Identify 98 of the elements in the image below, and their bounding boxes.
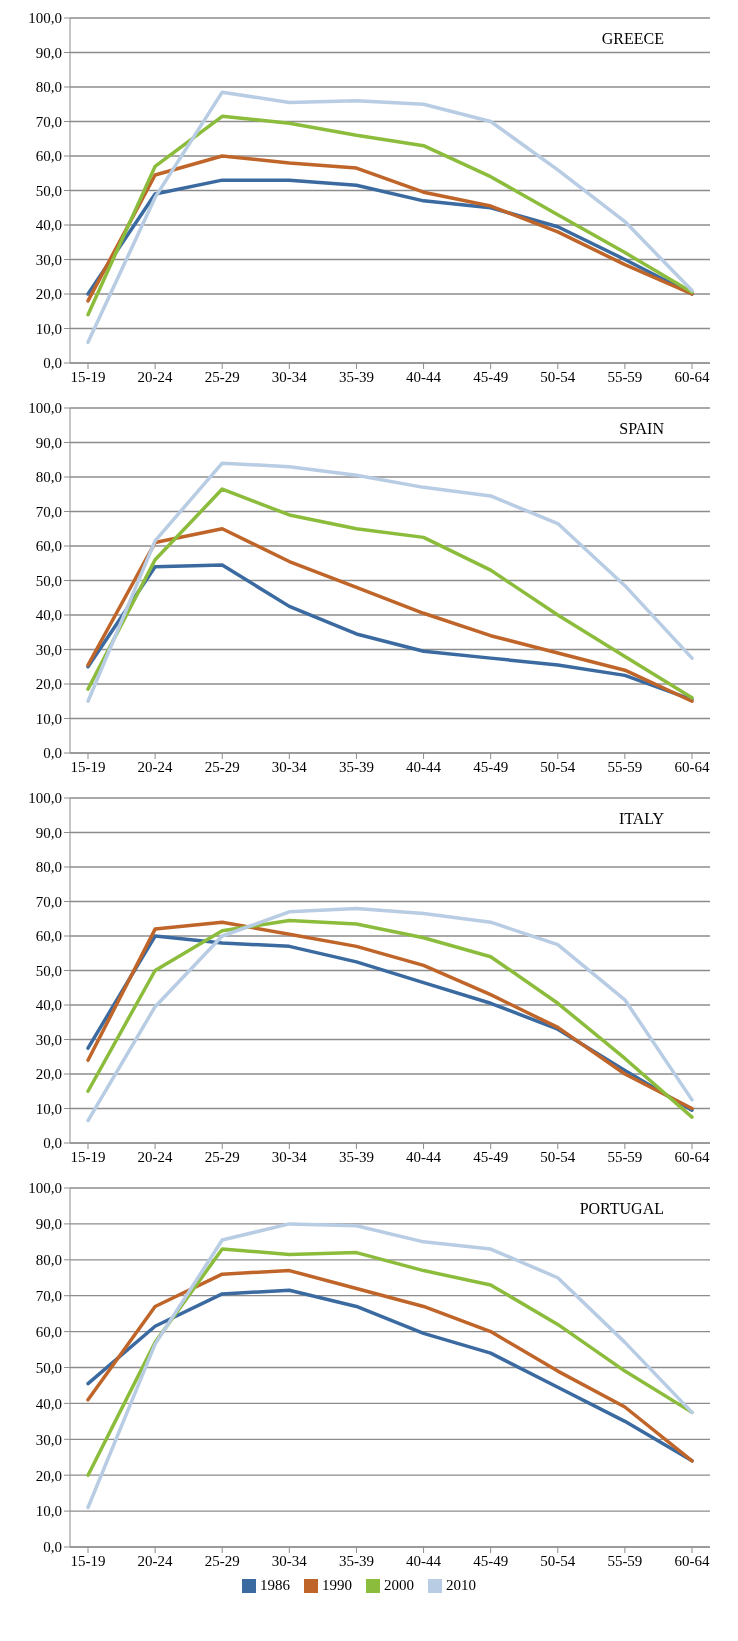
x-tick-label: 60-64 (674, 758, 710, 775)
y-tick-label: 90,0 (35, 824, 62, 841)
line-series (86, 1247, 694, 1477)
x-tick-label: 20-24 (137, 1148, 174, 1165)
x-tick-label: 15-19 (70, 1552, 106, 1569)
x-tick-label: 45-49 (473, 758, 509, 775)
y-tick-label: 0,0 (43, 1135, 62, 1152)
x-tick-label: 60-64 (674, 1148, 710, 1165)
y-tick-label: 90,0 (35, 434, 62, 451)
x-tick-label: 25-29 (204, 1148, 240, 1165)
y-tick-label: 100,0 (28, 400, 62, 417)
x-tick-label: 25-29 (204, 758, 240, 775)
x-tick-label: 60-64 (674, 368, 710, 385)
y-tick-label: 0,0 (43, 355, 62, 372)
y-tick-label: 70,0 (35, 1288, 62, 1305)
y-tick-label: 30,0 (35, 1031, 62, 1048)
x-tick-label: 45-49 (473, 368, 509, 385)
x-tick-label: 40-44 (406, 1148, 442, 1165)
x-tick-label: 20-24 (137, 758, 174, 775)
x-tick-label: 15-19 (70, 368, 106, 385)
y-tick-label: 40,0 (35, 217, 62, 234)
line-series (86, 154, 694, 303)
x-tick-label: 30-34 (271, 758, 308, 775)
y-tick-label: 30,0 (35, 251, 62, 268)
x-tick-label: 50-54 (540, 368, 576, 385)
x-tick-label: 30-34 (271, 1552, 308, 1569)
y-tick-label: 80,0 (35, 79, 62, 96)
y-tick-label: 10,0 (35, 1503, 62, 1520)
y-tick-label: 0,0 (43, 745, 62, 762)
y-tick-label: 60,0 (35, 538, 62, 555)
x-tick-label: 20-24 (137, 1552, 174, 1569)
y-tick-label: 50,0 (35, 1359, 62, 1376)
y-tick-label: 40,0 (35, 607, 62, 624)
x-tick-label: 30-34 (271, 368, 308, 385)
y-tick-label: 80,0 (35, 469, 62, 486)
y-tick-label: 90,0 (35, 1216, 62, 1233)
y-tick-label: 60,0 (35, 1323, 62, 1340)
x-tick-label: 35-39 (338, 1148, 374, 1165)
x-tick-label: 15-19 (70, 1148, 106, 1165)
y-tick-label: 70,0 (35, 503, 62, 520)
x-tick-label: 40-44 (406, 1552, 442, 1569)
y-tick-label: 60,0 (35, 928, 62, 945)
y-tick-label: 50,0 (35, 572, 62, 589)
x-tick-label: 55-59 (607, 1552, 643, 1569)
y-tick-label: 60,0 (35, 148, 62, 165)
legend-label: 2000 (384, 1577, 414, 1594)
y-tick-label: 20,0 (35, 1066, 62, 1083)
legend-label: 1986 (260, 1577, 290, 1594)
y-tick-label: 50,0 (35, 962, 62, 979)
y-tick-label: 80,0 (35, 859, 62, 876)
x-tick-label: 35-39 (338, 368, 374, 385)
y-tick-label: 20,0 (35, 286, 62, 303)
y-tick-label: 100,0 (28, 1180, 62, 1197)
y-tick-label: 90,0 (35, 44, 62, 61)
text: SPAIN (613, 420, 670, 438)
x-tick-label: 45-49 (473, 1552, 509, 1569)
y-tick-label: 100,0 (28, 790, 62, 807)
line-series (86, 1222, 694, 1510)
x-tick-label: 60-64 (674, 1552, 710, 1569)
x-tick-label: 40-44 (406, 758, 442, 775)
x-tick-label: 25-29 (204, 1552, 240, 1569)
y-tick-label: 70,0 (35, 893, 62, 910)
y-tick-label: 10,0 (35, 710, 62, 727)
y-tick-label: 30,0 (35, 641, 62, 658)
y-tick-label: 20,0 (35, 676, 62, 693)
x-tick-label: 15-19 (70, 758, 106, 775)
line-series (86, 90, 694, 345)
y-tick-label: 40,0 (35, 997, 62, 1014)
line-series (86, 114, 694, 317)
legend-label: 1990 (322, 1577, 352, 1594)
y-tick-label: 100,0 (28, 10, 62, 27)
y-tick-label: 80,0 (35, 1252, 62, 1269)
y-tick-label: 20,0 (35, 1467, 62, 1484)
x-tick-label: 25-29 (204, 368, 240, 385)
y-tick-label: 10,0 (35, 1100, 62, 1117)
text: PORTUGAL (573, 1200, 670, 1218)
y-tick-label: 50,0 (35, 182, 62, 199)
y-tick-label: 10,0 (35, 320, 62, 337)
y-tick-label: 70,0 (35, 113, 62, 130)
x-tick-label: 55-59 (607, 368, 643, 385)
x-tick-label: 55-59 (607, 758, 643, 775)
x-tick-label: 40-44 (406, 368, 442, 385)
x-tick-label: 50-54 (540, 1552, 576, 1569)
x-tick-label: 20-24 (137, 368, 174, 385)
x-tick-label: 35-39 (338, 1552, 374, 1569)
x-tick-label: 55-59 (607, 1148, 643, 1165)
x-tick-label: 35-39 (338, 758, 374, 775)
legend-label: 2010 (446, 1577, 476, 1594)
text: GREECE (595, 30, 670, 48)
x-tick-label: 50-54 (540, 758, 576, 775)
x-tick-label: 50-54 (540, 1148, 576, 1165)
line-series (86, 527, 694, 703)
x-tick-label: 45-49 (473, 1148, 509, 1165)
y-tick-label: 0,0 (43, 1539, 62, 1556)
text: ITALY (612, 810, 670, 828)
y-tick-label: 40,0 (35, 1395, 62, 1412)
x-tick-label: 30-34 (271, 1148, 308, 1165)
y-tick-label: 30,0 (35, 1431, 62, 1448)
